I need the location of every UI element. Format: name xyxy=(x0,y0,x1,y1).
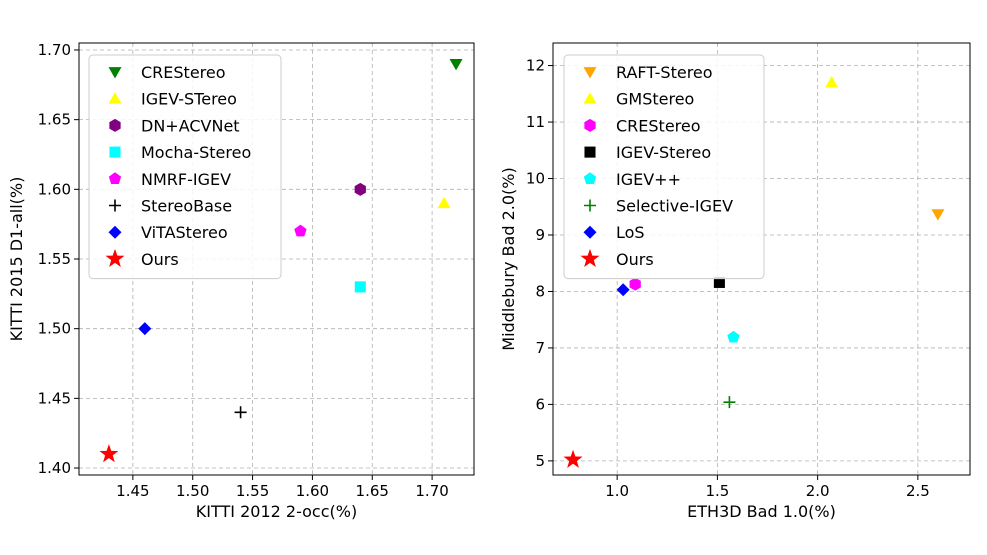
legend-box xyxy=(563,54,765,280)
y-tick-label: 1.45 xyxy=(38,389,71,407)
x-tick-label: 2.0 xyxy=(806,482,830,500)
legend-marker-mocha-stereo xyxy=(109,146,121,158)
legend-marker-crestereo xyxy=(108,67,122,79)
legend-label-ours: Ours xyxy=(141,250,179,269)
legend-marker-ours xyxy=(580,248,600,267)
y-tick-label: 9 xyxy=(535,226,545,244)
plot-frame xyxy=(78,42,475,476)
x-tick-label: 1.60 xyxy=(296,482,329,500)
legend-label-raft-stereo: RAFT-Stereo xyxy=(616,63,713,82)
y-tick-label: 6 xyxy=(535,395,545,413)
x-axis-label: KITTI 2012 2-occ(%) xyxy=(196,502,357,521)
y-tick-label: 1.60 xyxy=(38,180,71,198)
legend-marker-nmrf-igev xyxy=(108,172,122,185)
y-tick-label: 1.70 xyxy=(38,41,71,59)
data-point-ours xyxy=(563,449,583,468)
x-tick-label: 2.5 xyxy=(906,482,930,500)
legend-label-ours: Ours xyxy=(616,250,654,269)
legend-marker-raft-stereo xyxy=(583,67,597,79)
y-tick-label: 10 xyxy=(526,170,545,188)
data-point-crestereo xyxy=(629,277,641,291)
legend-label-gmstereo: GMStereo xyxy=(616,90,694,109)
x-tick-label: 1.55 xyxy=(236,482,269,500)
legend-marker-gmstereo xyxy=(583,92,597,104)
y-tick-label: 7 xyxy=(535,339,545,357)
x-tick-label: 1.0 xyxy=(605,482,629,500)
x-tick-label: 1.45 xyxy=(116,482,149,500)
y-tick-label: 12 xyxy=(526,57,545,75)
x-axis-label: ETH3D Bad 1.0(%) xyxy=(687,502,836,521)
data-point-crestereo xyxy=(449,59,463,71)
left-scatter-plot: 1.45 1.50 1.55 1.60 1.65 1.70 1.40 1.45 1.50 1.55… xyxy=(7,41,475,521)
y-tick-label: 8 xyxy=(535,282,545,300)
data-point-selective-igev xyxy=(723,396,736,409)
data-point-nmrf-igev xyxy=(294,224,307,237)
data-point-igev-stereo xyxy=(713,276,725,288)
legend-marker-dn-acvnet xyxy=(109,118,121,132)
legend-label-dn-acvnet: DN+ACVNet xyxy=(141,116,240,135)
legend-marker-stereobase xyxy=(109,199,121,212)
data-point-igev xyxy=(727,330,740,343)
y-tick-label: 5 xyxy=(535,452,545,470)
data-point-gmstereo xyxy=(825,76,839,88)
x-tick-label: 1.5 xyxy=(705,482,729,500)
data-point-igev-stereo xyxy=(437,196,451,209)
legend-marker-selective-igev xyxy=(584,199,596,212)
y-axis-label: KITTI 2015 D1-all(%) xyxy=(7,177,26,342)
legend-label-crestereo: CREStereo xyxy=(616,116,701,135)
legend-marker-los xyxy=(583,225,597,239)
y-tick-label: 1.65 xyxy=(38,111,71,129)
data-point-ours xyxy=(99,444,119,463)
legend-label-mocha-stereo: Mocha-Stereo xyxy=(141,143,251,162)
data-point-los xyxy=(616,283,630,297)
legend-label-igev-stereo: IGEV-STereo xyxy=(141,90,237,109)
legend-label-crestereo: CREStereo xyxy=(141,63,226,82)
data-point-dn-acvnet xyxy=(354,182,366,196)
data-point-raft-stereo xyxy=(931,209,945,221)
y-tick-label: 11 xyxy=(526,113,545,131)
legend-box xyxy=(88,54,282,280)
legend-label-igev: IGEV++ xyxy=(616,170,681,189)
y-axis-label: Middlebury Bad 2.0(%) xyxy=(499,167,518,350)
x-tick-label: 1.50 xyxy=(176,482,209,500)
legend-marker-crestereo xyxy=(584,118,596,132)
y-tick-label: 1.55 xyxy=(38,250,71,268)
legend-marker-igev xyxy=(583,172,597,185)
right-scatter-plot: 1.0 1.5 2.0 2.5 5 6 7 8 9 10 11 12 ETH3D Bad 1.0(%) M… xyxy=(499,42,971,521)
x-tick-label: 1.70 xyxy=(415,482,448,500)
x-tick-label: 1.65 xyxy=(356,482,389,500)
legend-label-nmrf-igev: NMRF-IGEV xyxy=(141,170,231,189)
y-tick-label: 1.40 xyxy=(38,459,71,477)
legend-label-vitastereo: ViTAStereo xyxy=(141,223,228,242)
legend-label-stereobase: StereoBase xyxy=(141,197,232,216)
legend-marker-ours xyxy=(105,248,125,267)
legend-label-selective-igev: Selective-IGEV xyxy=(616,197,733,216)
data-point-stereobase xyxy=(234,406,247,419)
data-point-mocha-stereo xyxy=(354,281,366,293)
data-point-vitastereo xyxy=(138,322,152,336)
legend-label-igev-stereo: IGEV-Stereo xyxy=(616,143,711,162)
legend-marker-igev-stereo xyxy=(108,92,122,104)
y-tick-label: 1.50 xyxy=(38,320,71,338)
legend-label-los: LoS xyxy=(616,223,645,242)
legend-marker-igev-stereo xyxy=(584,146,596,158)
legend-marker-vitastereo xyxy=(108,225,122,239)
plot-frame xyxy=(552,42,971,476)
